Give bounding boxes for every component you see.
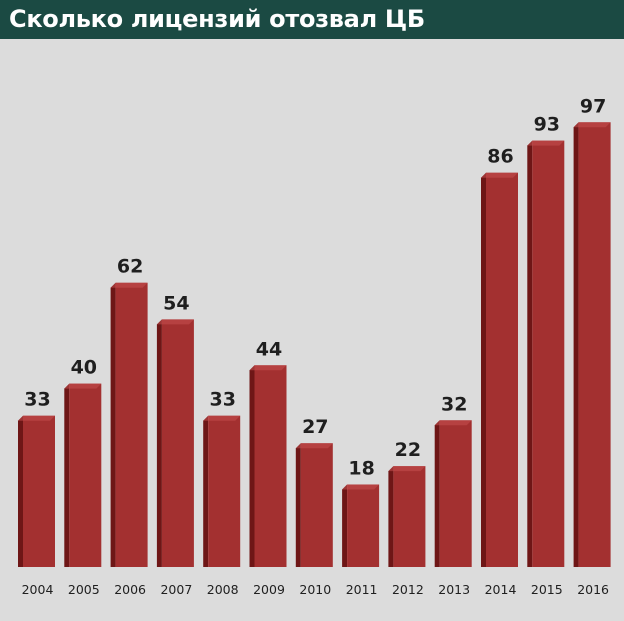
bar-face <box>486 172 518 567</box>
bar <box>388 466 426 567</box>
bar-top <box>342 484 380 490</box>
bar-top <box>110 282 148 288</box>
bar-side <box>64 383 70 567</box>
value-label: 33 <box>209 389 235 411</box>
bar-top <box>18 415 55 421</box>
bar-side <box>527 140 533 567</box>
bar-side <box>481 172 486 567</box>
bar-side <box>18 415 23 567</box>
x-tick-label: 2016 <box>577 582 609 597</box>
bar <box>573 122 611 567</box>
value-label: 86 <box>487 146 513 168</box>
bar-face <box>393 466 426 567</box>
bar-face <box>300 443 333 567</box>
bar-face <box>161 319 194 567</box>
bar-face <box>578 122 611 567</box>
value-label: 32 <box>441 393 467 415</box>
value-label: 22 <box>395 439 421 461</box>
bar-face <box>439 420 472 567</box>
value-labels-group: 33 40 62 54 33 44 27 18 22 32 86 93 97 <box>24 95 606 479</box>
x-tick-label: 2009 <box>253 582 285 597</box>
bar-side <box>342 484 348 567</box>
bar <box>434 420 472 567</box>
bar <box>249 365 287 567</box>
x-tick-label: 2005 <box>68 582 100 597</box>
value-label: 62 <box>117 256 143 278</box>
bar-face <box>115 282 148 567</box>
bar-top <box>573 122 611 128</box>
x-tick-label: 2013 <box>438 582 470 597</box>
bar-top <box>249 365 287 371</box>
x-tick-label: 2006 <box>114 582 146 597</box>
bar-top <box>388 466 426 472</box>
bar-side <box>295 443 301 567</box>
bar-top <box>481 172 518 178</box>
bar-top <box>527 140 565 146</box>
bar-top <box>64 383 102 389</box>
bar-top <box>203 415 241 421</box>
bar-side <box>573 122 579 567</box>
bar-side <box>110 282 116 567</box>
bar <box>156 319 194 567</box>
value-label: 97 <box>580 95 606 117</box>
value-label: 18 <box>348 457 374 479</box>
bar-top <box>156 319 194 325</box>
bar <box>342 484 380 567</box>
bar <box>203 415 241 567</box>
bar-top <box>434 420 472 426</box>
value-label: 93 <box>534 114 560 136</box>
value-label: 33 <box>24 389 50 411</box>
x-axis-ticks-group: 2004 2005 2006 2007 2008 2009 2010 2011 2012 2013… <box>22 582 609 597</box>
bar-side <box>249 365 255 567</box>
bar <box>527 140 565 567</box>
value-label: 27 <box>302 416 328 438</box>
bar <box>110 282 148 567</box>
value-label: 54 <box>163 292 189 314</box>
bar-face <box>208 415 241 567</box>
x-tick-label: 2010 <box>299 582 331 597</box>
bar <box>18 415 55 567</box>
value-label: 40 <box>71 357 97 379</box>
bar-top <box>295 443 333 449</box>
bar-side <box>203 415 209 567</box>
bar <box>64 383 102 567</box>
bar-face <box>69 383 102 567</box>
x-tick-label: 2011 <box>346 582 378 597</box>
x-tick-label: 2004 <box>22 582 54 597</box>
bar <box>481 172 518 567</box>
bar-face <box>23 415 55 567</box>
chart-title: Сколько лицензий отозвал ЦБ <box>9 5 425 33</box>
bar-side <box>388 466 394 567</box>
bar-side <box>434 420 440 567</box>
x-tick-label: 2008 <box>207 582 239 597</box>
value-label: 44 <box>256 338 282 360</box>
x-tick-label: 2012 <box>392 582 424 597</box>
bar-face <box>254 365 287 567</box>
x-tick-label: 2007 <box>160 582 192 597</box>
bars-group <box>18 122 611 567</box>
bar-side <box>156 319 162 567</box>
bar-face <box>347 484 380 567</box>
x-tick-label: 2015 <box>531 582 563 597</box>
bar <box>295 443 333 567</box>
title-bar: Сколько лицензий отозвал ЦБ <box>0 0 624 39</box>
bar-face <box>532 140 565 567</box>
x-tick-label: 2014 <box>485 582 517 597</box>
